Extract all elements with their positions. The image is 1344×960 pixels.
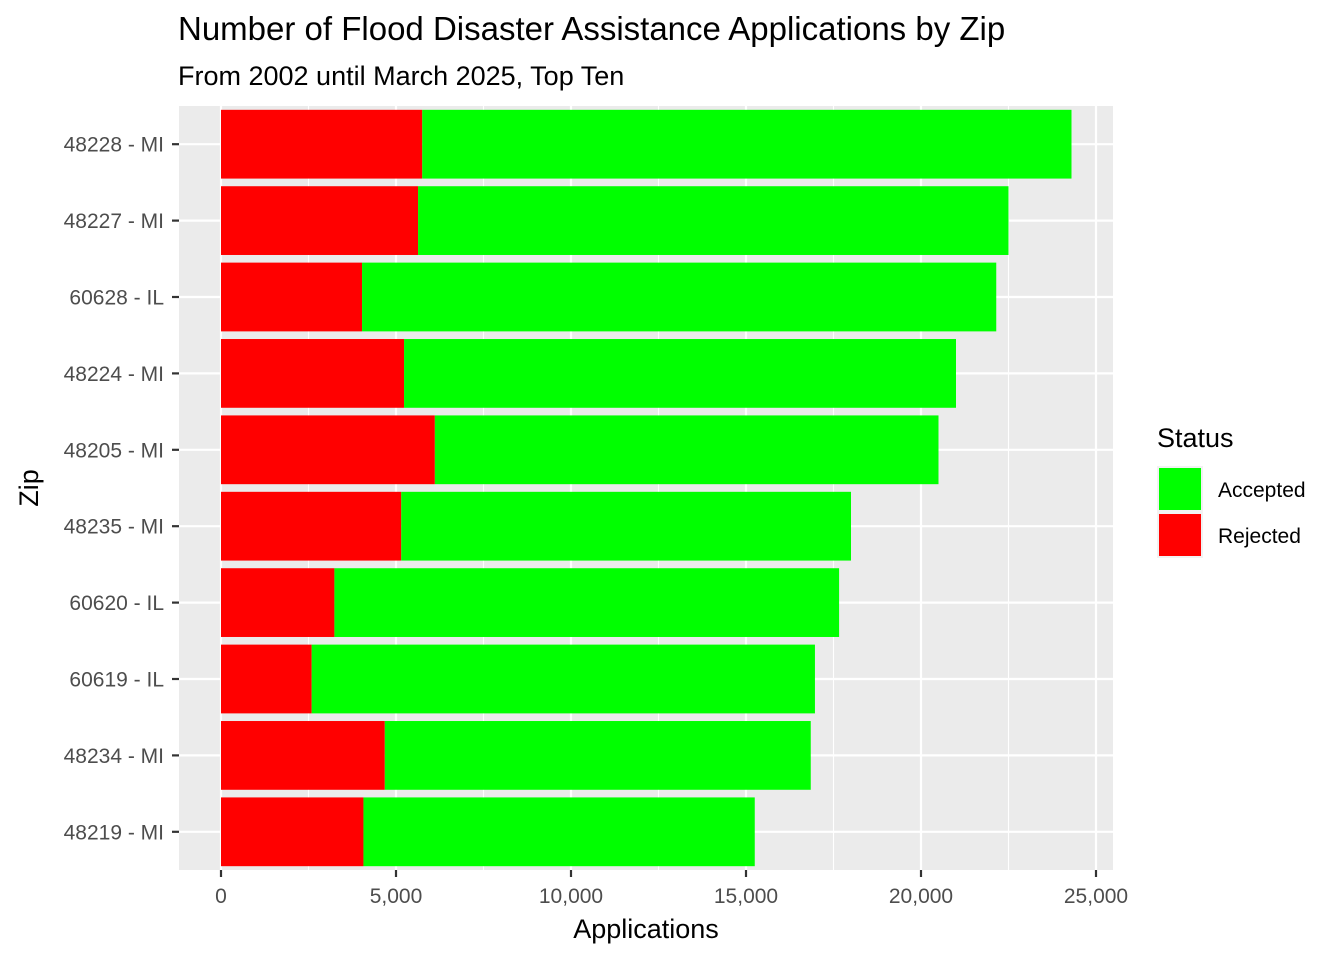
bar-rejected [221, 262, 363, 332]
y-tick-label: 48205 - MI [64, 439, 164, 462]
y-tick-label: 48224 - MI [64, 363, 164, 386]
y-tick-label: 48235 - MI [64, 516, 164, 539]
legend-swatch-rejected [1159, 514, 1201, 556]
legend-label-accepted: Accepted [1218, 479, 1306, 502]
chart-title: Number of Flood Disaster Assistance Appl… [178, 10, 1005, 47]
bar-rejected [221, 109, 423, 179]
legend: Status Accepted Rejected [1157, 423, 1306, 558]
y-tick-label: 60619 - IL [69, 669, 164, 692]
x-tick-label: 20,000 [889, 885, 953, 908]
bar-rejected [221, 339, 405, 408]
x-axis-title: Applications [573, 914, 719, 944]
x-axis: 0 5,000 10,000 15,000 20,000 25,000 [215, 870, 1128, 908]
x-tick-label: 15,000 [714, 885, 778, 908]
y-axis-title: Zip [14, 469, 44, 507]
bar-accepted [384, 721, 811, 790]
y-tick-label: 48234 - MI [64, 745, 164, 768]
x-tick-label: 5,000 [370, 885, 423, 908]
y-tick-label: 48227 - MI [64, 210, 164, 233]
y-tick-label: 60628 - IL [69, 287, 164, 310]
bar-accepted [422, 109, 1072, 179]
bar-accepted [362, 262, 997, 332]
bar-accepted [401, 491, 851, 561]
y-tick-label: 48228 - MI [64, 134, 164, 157]
bar-accepted [418, 186, 1009, 255]
bar-rejected [221, 797, 364, 867]
bar-rejected [221, 491, 402, 561]
legend-label-rejected: Rejected [1218, 525, 1301, 548]
bar-accepted [334, 568, 840, 637]
legend-swatch-accepted [1159, 468, 1201, 510]
bar-rejected [221, 415, 435, 485]
chart-subtitle: From 2002 until March 2025, Top Ten [178, 61, 624, 91]
bar-accepted [363, 797, 755, 867]
bar-accepted [404, 339, 956, 408]
bar-rejected [221, 186, 419, 255]
bar-rejected [221, 644, 312, 714]
legend-title: Status [1157, 423, 1234, 453]
x-tick-label: 10,000 [539, 885, 603, 908]
bar-rejected [221, 568, 335, 637]
y-tick-label: 60620 - IL [69, 592, 164, 615]
bar-rejected [221, 721, 385, 790]
bar-accepted [311, 644, 815, 714]
y-axis: 48228 - MI 48227 - MI 60628 - IL 48224 - MI… [64, 134, 179, 844]
bar-accepted [434, 415, 939, 485]
bars [221, 109, 1072, 867]
y-tick-label: 48219 - MI [64, 821, 164, 844]
x-tick-label: 25,000 [1064, 885, 1128, 908]
x-tick-label: 0 [215, 885, 227, 908]
